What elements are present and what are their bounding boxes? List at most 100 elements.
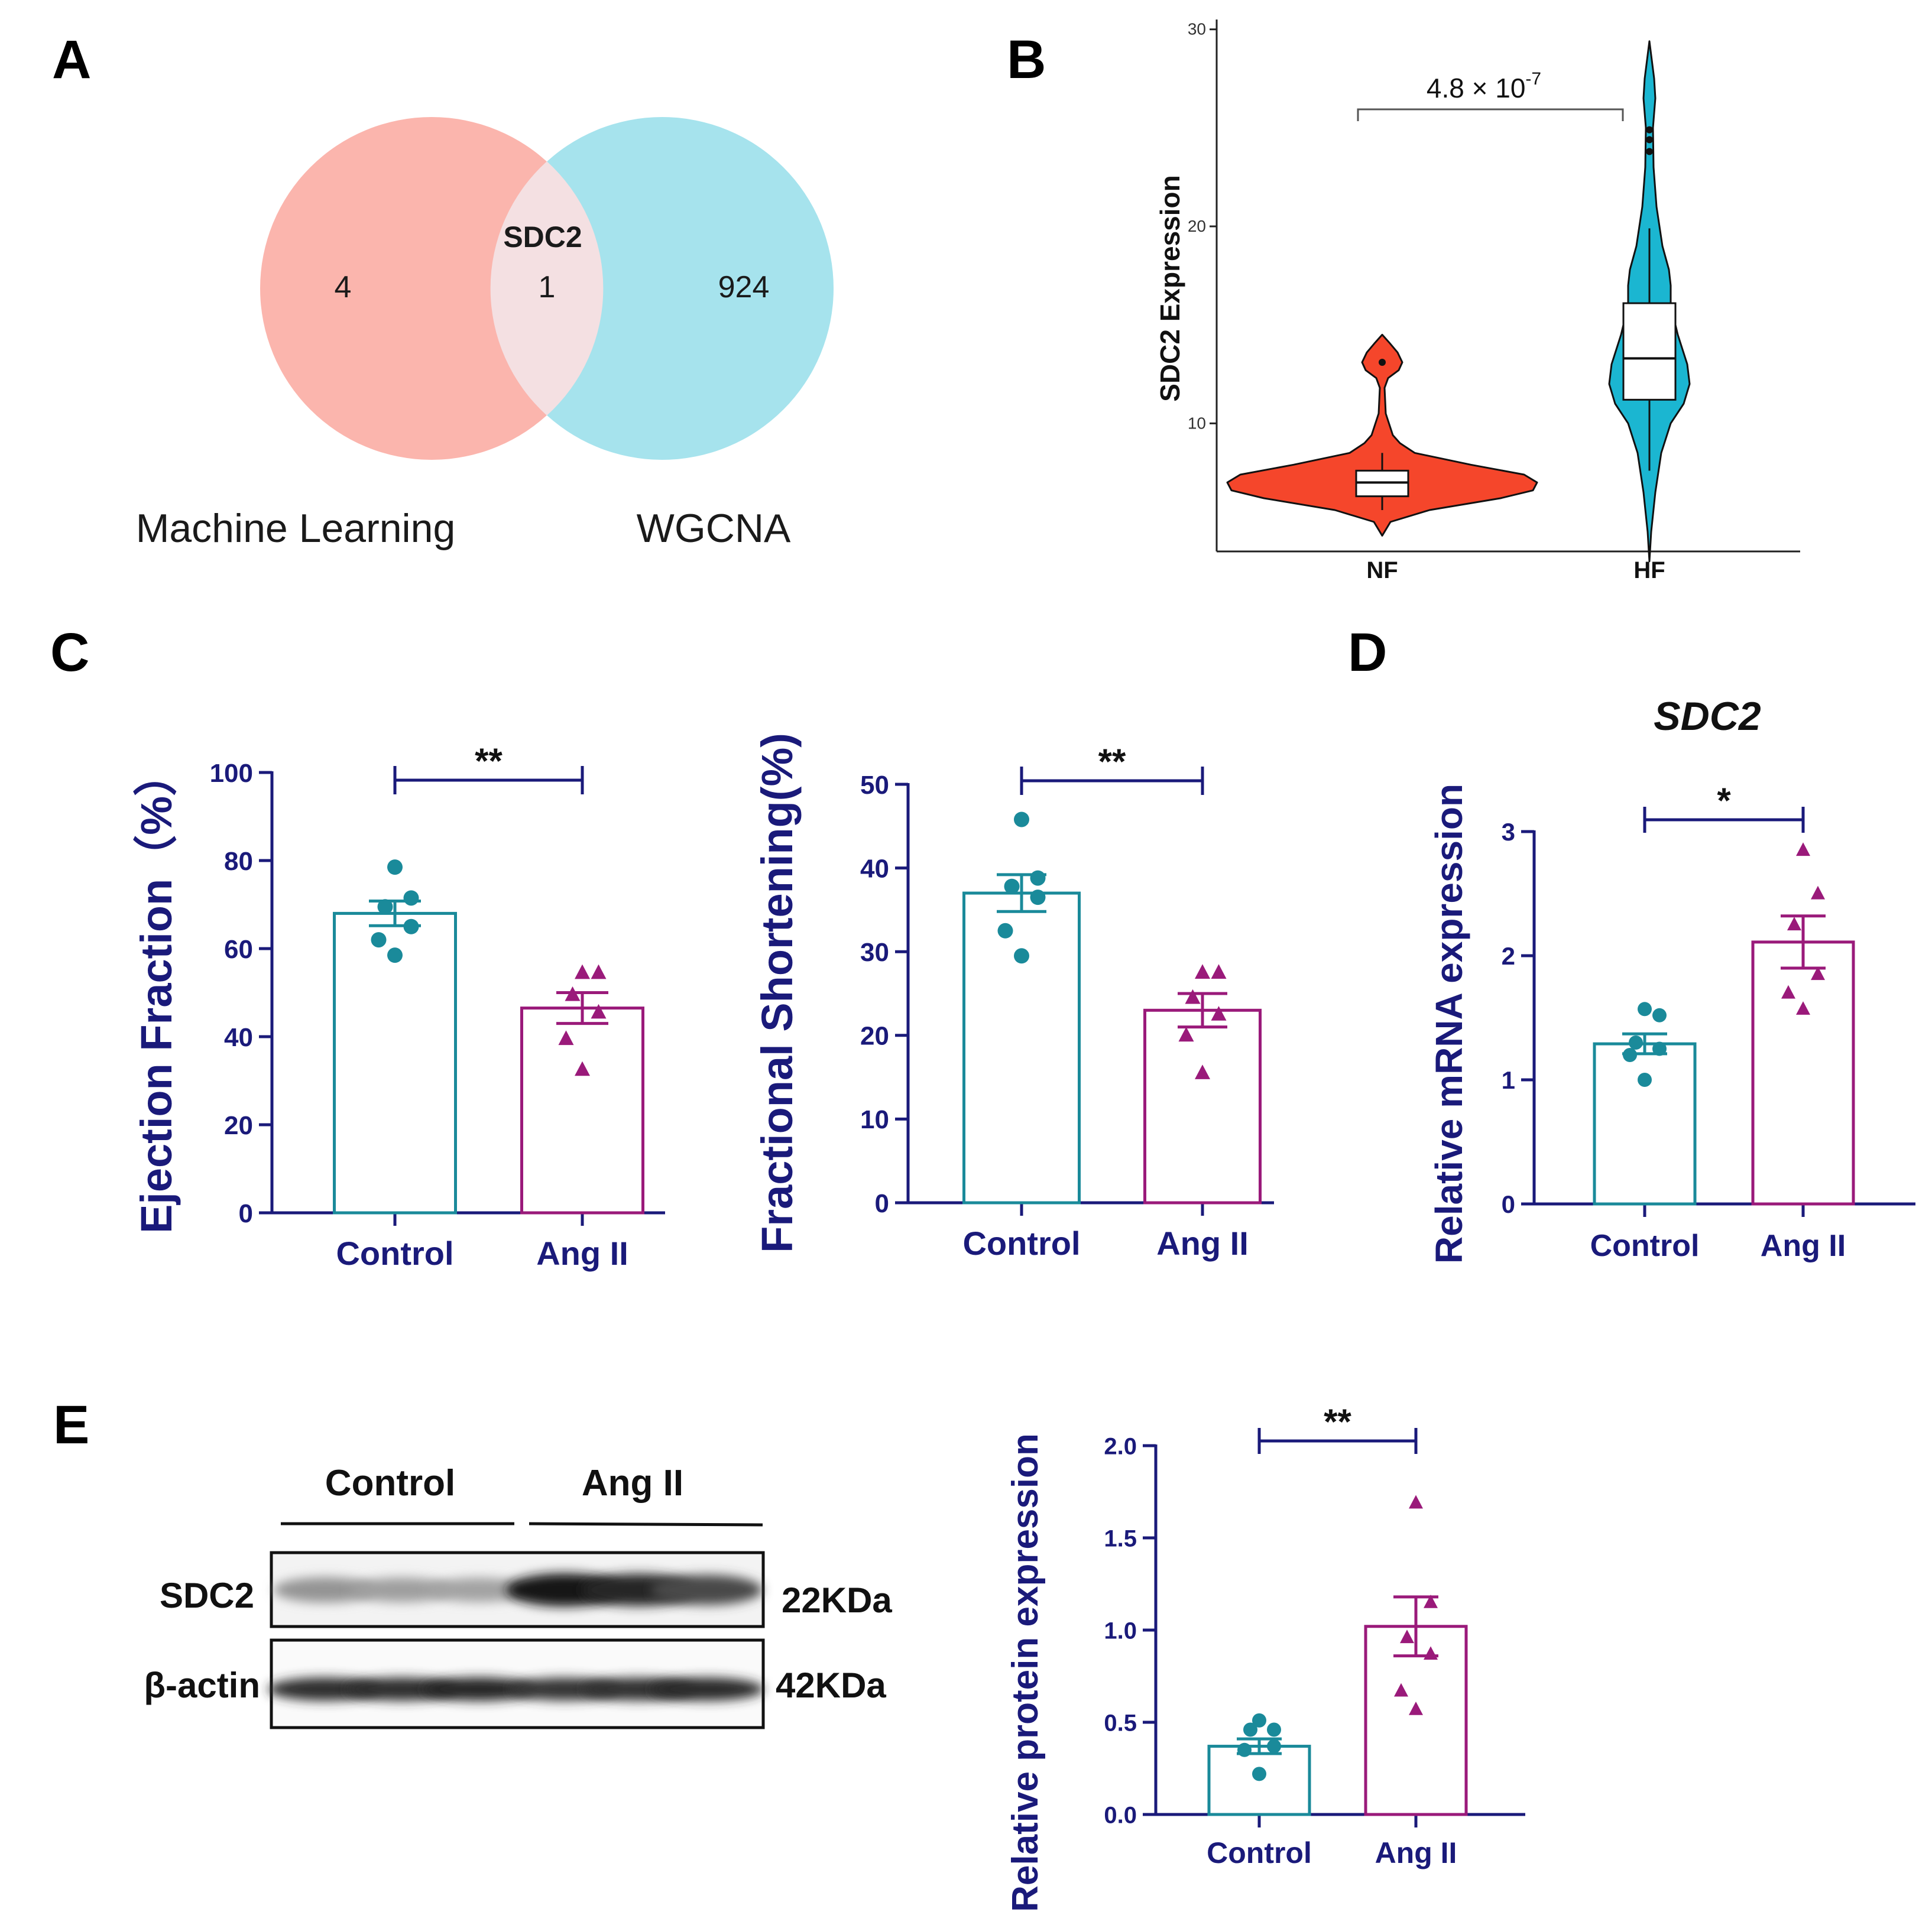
data-point	[1004, 878, 1020, 894]
data-point	[1211, 1006, 1227, 1021]
y-tick-label: 3	[1502, 818, 1515, 846]
y-tick-label: 0.0	[1104, 1802, 1137, 1828]
bar-control	[1593, 1042, 1697, 1206]
x-tick-label: Ang II	[1156, 1225, 1249, 1262]
y-axis-title: Ejection Fraction（%）	[132, 752, 181, 1233]
y-tick-label: 1.5	[1104, 1525, 1137, 1551]
y-tick-label: 0	[875, 1189, 889, 1218]
panel-a: A SDC2 1 4 924 Machine Learning WGCNA	[52, 30, 834, 551]
violin-x-tick-hf: HF	[1633, 557, 1665, 583]
wb-band-sdc2	[650, 1575, 763, 1605]
violins	[1226, 40, 1691, 563]
venn-left-only-count: 4	[335, 270, 352, 304]
wb-band-sdc2	[273, 1577, 377, 1603]
wb-group-line-ang-ii	[529, 1522, 763, 1527]
data-point	[558, 1030, 574, 1046]
venn-intersection-count: 1	[539, 270, 556, 304]
y-tick-label: 40	[224, 1023, 253, 1052]
panel-label-e: E	[53, 1395, 89, 1455]
wb-group-control: Control	[325, 1463, 455, 1504]
violin-y-ticks: 10 20 30	[1188, 20, 1217, 432]
data-point	[1394, 1683, 1408, 1697]
venn-right-only-count: 924	[718, 270, 770, 304]
violin-outlier	[1379, 359, 1386, 366]
data-point	[1652, 1008, 1667, 1022]
data-point	[1178, 1027, 1194, 1042]
data-point	[591, 1004, 607, 1019]
y-tick-label: 10	[860, 1105, 889, 1134]
data-point	[1652, 1041, 1667, 1056]
significance-stars: **	[475, 741, 503, 781]
data-point	[575, 1061, 590, 1076]
data-point	[575, 964, 590, 979]
wb-label-sdc2: SDC2	[160, 1576, 254, 1615]
venn-overlap	[490, 161, 604, 415]
y-axis-title: Relative protein expression	[1005, 1433, 1046, 1912]
data-point	[377, 899, 393, 915]
data-point	[1781, 985, 1795, 999]
violin-outlier	[1646, 126, 1653, 134]
data-point	[1030, 870, 1046, 886]
violin-pvalue-base: 4.8 × 10	[1427, 73, 1526, 103]
chart-fractional-shortening: 0 10 20 30 40 50 Fractional Shortening(%) Contr…	[753, 733, 1274, 1262]
y-tick-label: 50	[860, 771, 889, 800]
x-tick-label: Control	[962, 1225, 1080, 1262]
chart-ejection-fraction: 0 20 40 60 80 100 Ejection Fraction（%） Control A…	[132, 741, 665, 1272]
data-point	[1237, 1742, 1252, 1757]
x-tick-label: Control	[336, 1235, 453, 1272]
y-tick-label: 0	[239, 1199, 253, 1228]
violin-outlier	[1646, 148, 1653, 155]
data-point	[1409, 1495, 1423, 1509]
bar-ang-ii	[520, 1007, 644, 1215]
data-point	[387, 859, 403, 875]
y-tick-label: 2	[1502, 942, 1515, 970]
significance-bracket	[393, 766, 584, 794]
violin-outlier	[1646, 136, 1653, 144]
x-tick-label: Ang II	[1761, 1229, 1846, 1263]
significance-bracket	[1020, 767, 1204, 795]
wb-size-sdc2: 22KDa	[782, 1580, 892, 1620]
x-tick-label: Ang II	[536, 1235, 628, 1272]
violin-pvalue-exponent: -7	[1525, 69, 1541, 89]
venn-intersection-label: SDC2	[503, 220, 582, 254]
data-point	[591, 964, 607, 979]
data-point	[1211, 964, 1227, 979]
bar-ang-ii	[1751, 940, 1855, 1206]
violin-box	[1622, 302, 1677, 401]
chart-protein-expression: 0.0 0.5 1.0 1.5 2.0 Relative protein expressi…	[1005, 1402, 1525, 1912]
data-point	[1030, 890, 1046, 905]
data-point	[997, 923, 1013, 939]
data-point	[1243, 1722, 1257, 1737]
data-point	[1424, 1646, 1438, 1660]
venn-left-set-name: Machine Learning	[136, 506, 456, 551]
data-point	[403, 890, 419, 906]
wb-band-sdc2	[351, 1577, 453, 1602]
data-point	[1796, 842, 1810, 856]
data-point	[1185, 989, 1201, 1004]
wb-bands	[268, 1573, 764, 1701]
y-tick-label: 30	[860, 938, 889, 967]
bar-ang-ii	[1143, 1008, 1262, 1205]
data-point	[1267, 1739, 1281, 1754]
data-point	[403, 918, 419, 934]
panel-b: B SDC2 Expression 10 20 30 NF HF 4.8 × 10-…	[1007, 20, 1800, 583]
chart-mrna-expression: 0 1 2 3 Relative mRNA expression Control Ang I…	[1428, 781, 1915, 1264]
violin-x-tick-nf: NF	[1366, 557, 1398, 583]
data-point	[1014, 948, 1029, 964]
violin-nf	[1226, 333, 1538, 537]
data-point	[1796, 1001, 1810, 1015]
data-point	[1629, 1035, 1643, 1050]
y-tick-label: 100	[210, 759, 253, 788]
bar-control	[962, 891, 1081, 1205]
y-tick-label: 60	[224, 935, 253, 964]
significance-stars: *	[1717, 781, 1731, 820]
venn-right-set-name: WGCNA	[637, 506, 791, 551]
data-point	[387, 947, 403, 963]
y-tick-label: 80	[224, 847, 253, 876]
data-point	[565, 986, 581, 1001]
data-point	[1811, 885, 1825, 900]
wb-label-actin: β-actin	[144, 1666, 260, 1705]
panel-d-title: SDC2	[1654, 694, 1761, 739]
data-point	[1623, 1048, 1637, 1062]
